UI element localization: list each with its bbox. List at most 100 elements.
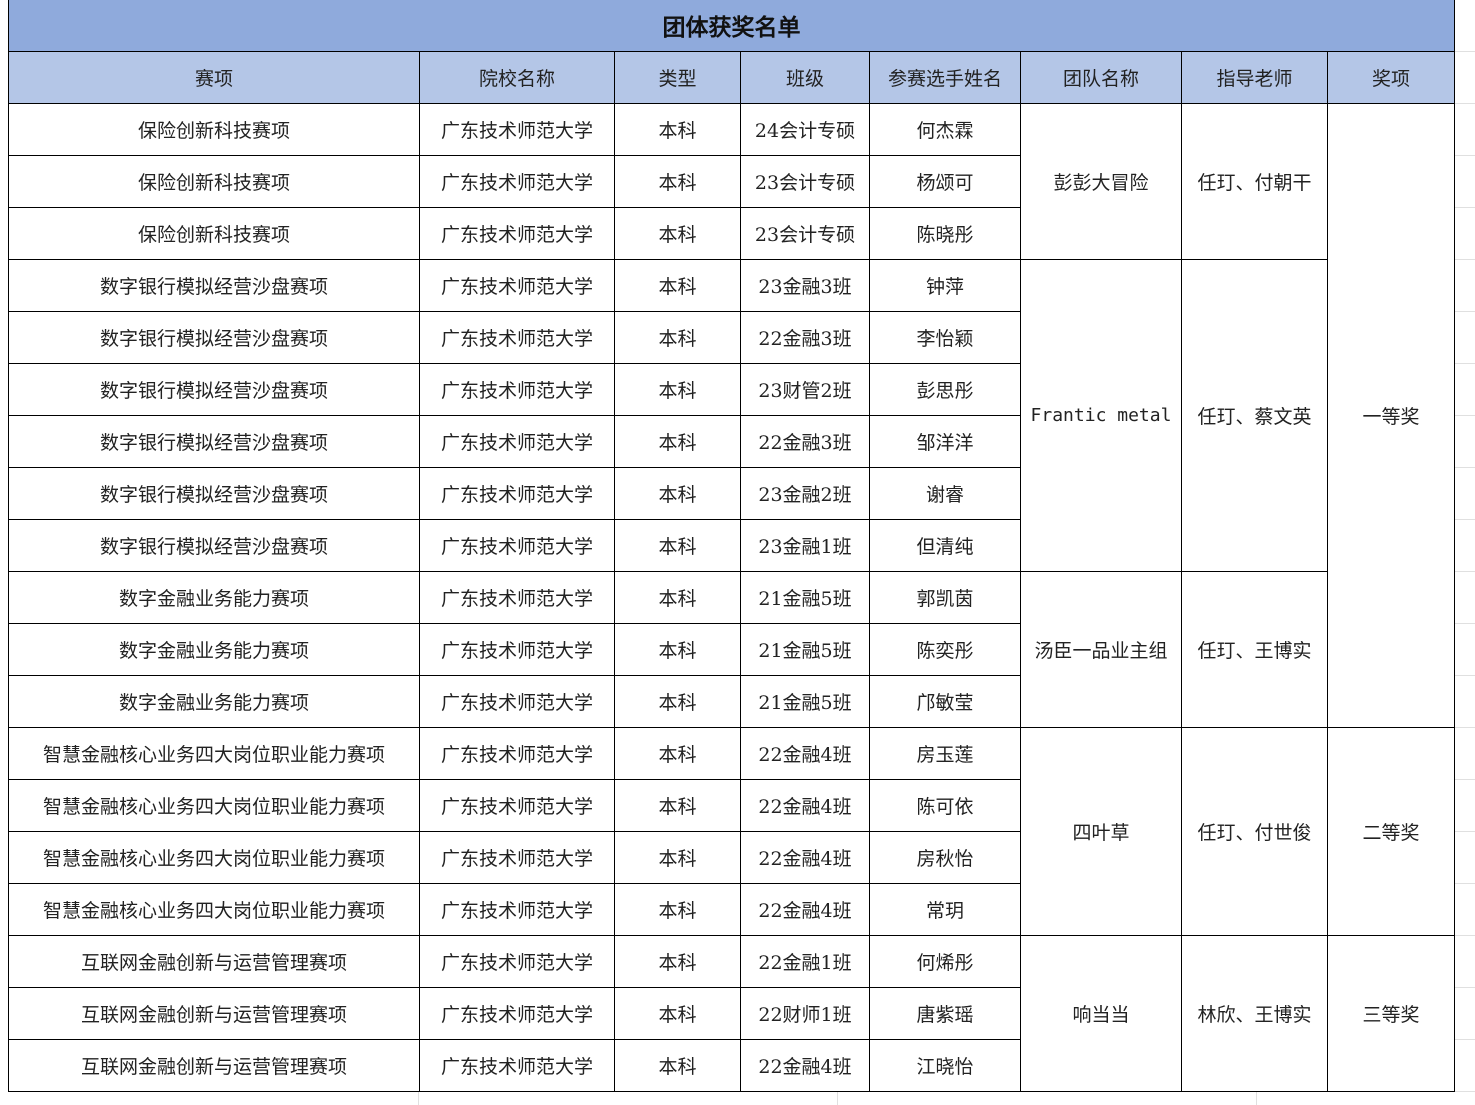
cell-class[interactable]: 21金融5班 [740,674,870,728]
cell-name[interactable]: 唐紫瑶 [869,986,1021,1040]
cell-school[interactable]: 广东技术师范大学 [419,154,615,208]
cell-class[interactable]: 22金融4班 [740,1038,870,1092]
cell-class[interactable]: 22金融4班 [740,830,870,884]
header-type[interactable]: 类型 [614,50,741,104]
cell-school[interactable]: 广东技术师范大学 [419,934,615,988]
cell-name[interactable]: 彭思彤 [869,362,1021,416]
cell-name[interactable]: 但清纯 [869,518,1021,572]
cell-event[interactable]: 数字银行模拟经营沙盘赛项 [8,466,420,520]
cell-school[interactable]: 广东技术师范大学 [419,258,615,312]
cell-class[interactable]: 23财管2班 [740,362,870,416]
cell-type[interactable]: 本科 [614,726,741,780]
cell-event[interactable]: 数字金融业务能力赛项 [8,622,420,676]
cell-event[interactable]: 数字银行模拟经营沙盘赛项 [8,518,420,572]
cell-name[interactable]: 邹洋洋 [869,414,1021,468]
cell-class[interactable]: 23金融1班 [740,518,870,572]
cell-event[interactable]: 数字金融业务能力赛项 [8,674,420,728]
cell-event[interactable]: 互联网金融创新与运营管理赛项 [8,1038,420,1092]
cell-class[interactable]: 24会计专硕 [740,102,870,156]
cell-school[interactable]: 广东技术师范大学 [419,830,615,884]
cell-type[interactable]: 本科 [614,154,741,208]
cell-type[interactable]: 本科 [614,518,741,572]
header-event[interactable]: 赛项 [8,50,420,104]
cell-name[interactable]: 房玉莲 [869,726,1021,780]
cell-school[interactable]: 广东技术师范大学 [419,622,615,676]
cell-name[interactable]: 陈可依 [869,778,1021,832]
cell-type[interactable]: 本科 [614,102,741,156]
cell-event[interactable]: 互联网金融创新与运营管理赛项 [8,986,420,1040]
cell-type[interactable]: 本科 [614,674,741,728]
cell-school[interactable]: 广东技术师范大学 [419,882,615,936]
cell-type[interactable]: 本科 [614,830,741,884]
cell-award[interactable]: 一等奖 [1327,102,1455,728]
cell-school[interactable]: 广东技术师范大学 [419,674,615,728]
cell-school[interactable]: 广东技术师范大学 [419,726,615,780]
cell-class[interactable]: 22金融3班 [740,310,870,364]
cell-event[interactable]: 保险创新科技赛项 [8,102,420,156]
header-team[interactable]: 团队名称 [1020,50,1182,104]
cell-school[interactable]: 广东技术师范大学 [419,986,615,1040]
cell-name[interactable]: 江晓怡 [869,1038,1021,1092]
cell-name[interactable]: 钟萍 [869,258,1021,312]
cell-event[interactable]: 互联网金融创新与运营管理赛项 [8,934,420,988]
cell-name[interactable]: 邝敏莹 [869,674,1021,728]
cell-class[interactable]: 22金融4班 [740,882,870,936]
cell-name[interactable]: 陈奕彤 [869,622,1021,676]
cell-team[interactable]: 四叶草 [1020,726,1182,936]
cell-event[interactable]: 数字银行模拟经营沙盘赛项 [8,362,420,416]
cell-event[interactable]: 智慧金融核心业务四大岗位职业能力赛项 [8,830,420,884]
cell-class[interactable]: 22金融4班 [740,726,870,780]
cell-school[interactable]: 广东技术师范大学 [419,778,615,832]
cell-event[interactable]: 智慧金融核心业务四大岗位职业能力赛项 [8,882,420,936]
cell-type[interactable]: 本科 [614,310,741,364]
cell-name[interactable]: 杨颂可 [869,154,1021,208]
cell-school[interactable]: 广东技术师范大学 [419,362,615,416]
cell-team[interactable]: 彭彭大冒险 [1020,102,1182,260]
cell-name[interactable]: 房秋怡 [869,830,1021,884]
cell-type[interactable]: 本科 [614,362,741,416]
cell-type[interactable]: 本科 [614,570,741,624]
cell-event[interactable]: 保险创新科技赛项 [8,206,420,260]
cell-class[interactable]: 23会计专硕 [740,154,870,208]
cell-event[interactable]: 智慧金融核心业务四大岗位职业能力赛项 [8,778,420,832]
cell-team[interactable]: Frantic metal [1020,258,1182,572]
header-name[interactable]: 参赛选手姓名 [869,50,1021,104]
cell-teacher[interactable]: 任玎、王博实 [1181,570,1328,728]
cell-type[interactable]: 本科 [614,986,741,1040]
cell-award[interactable]: 二等奖 [1327,726,1455,936]
header-teacher[interactable]: 指导老师 [1181,50,1328,104]
cell-school[interactable]: 广东技术师范大学 [419,570,615,624]
cell-school[interactable]: 广东技术师范大学 [419,414,615,468]
cell-type[interactable]: 本科 [614,466,741,520]
cell-class[interactable]: 23会计专硕 [740,206,870,260]
cell-class[interactable]: 22财师1班 [740,986,870,1040]
cell-teacher[interactable]: 任玎、付世俊 [1181,726,1328,936]
cell-class[interactable]: 21金融5班 [740,622,870,676]
cell-school[interactable]: 广东技术师范大学 [419,466,615,520]
cell-name[interactable]: 谢睿 [869,466,1021,520]
cell-teacher[interactable]: 任玎、付朝干 [1181,102,1328,260]
cell-type[interactable]: 本科 [614,414,741,468]
cell-type[interactable]: 本科 [614,1038,741,1092]
cell-name[interactable]: 常玥 [869,882,1021,936]
cell-team[interactable]: 响当当 [1020,934,1182,1092]
cell-award[interactable]: 三等奖 [1327,934,1455,1092]
cell-event[interactable]: 数字银行模拟经营沙盘赛项 [8,258,420,312]
cell-event[interactable]: 数字银行模拟经营沙盘赛项 [8,414,420,468]
cell-event[interactable]: 数字银行模拟经营沙盘赛项 [8,310,420,364]
header-award[interactable]: 奖项 [1327,50,1455,104]
cell-school[interactable]: 广东技术师范大学 [419,1038,615,1092]
cell-class[interactable]: 22金融4班 [740,778,870,832]
cell-teacher[interactable]: 林欣、王博实 [1181,934,1328,1092]
cell-event[interactable]: 智慧金融核心业务四大岗位职业能力赛项 [8,726,420,780]
cell-type[interactable]: 本科 [614,622,741,676]
cell-school[interactable]: 广东技术师范大学 [419,206,615,260]
table-title[interactable]: 团体获奖名单 [8,0,1455,52]
cell-type[interactable]: 本科 [614,206,741,260]
cell-type[interactable]: 本科 [614,934,741,988]
cell-class[interactable]: 23金融3班 [740,258,870,312]
cell-class[interactable]: 22金融3班 [740,414,870,468]
cell-event[interactable]: 数字金融业务能力赛项 [8,570,420,624]
cell-name[interactable]: 何烯彤 [869,934,1021,988]
cell-school[interactable]: 广东技术师范大学 [419,310,615,364]
